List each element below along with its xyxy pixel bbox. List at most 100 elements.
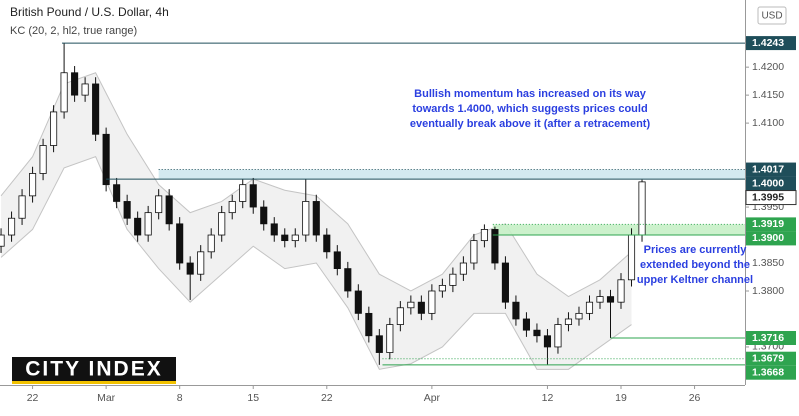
candle-body	[417, 301, 425, 314]
level-label-box	[746, 330, 796, 345]
x-tick-label: 22	[321, 392, 333, 404]
candle-body	[102, 133, 110, 186]
x-tick-label: Apr	[424, 392, 441, 404]
candle-body	[564, 318, 573, 325]
candle-body	[29, 173, 37, 197]
candle-body	[207, 234, 215, 253]
currency-label: USD	[761, 11, 782, 22]
candle-body	[596, 296, 604, 303]
candle-body	[438, 284, 446, 292]
annotation: Bullish momentum has increased on its wa…	[414, 88, 647, 100]
level-label-box	[746, 176, 796, 191]
candle-body	[249, 184, 257, 208]
candle-body	[533, 329, 541, 337]
candle-body	[396, 307, 404, 325]
y-tick-label: 1.3850	[752, 257, 784, 269]
candle-body	[165, 195, 173, 225]
level-label: 1.4017	[752, 163, 784, 175]
candle-body	[627, 234, 636, 281]
level-label: 1.3679	[752, 352, 784, 364]
candle-body	[123, 201, 131, 219]
y-tick-label: 1.4100	[752, 117, 784, 129]
candle-body	[81, 83, 89, 96]
zone	[492, 224, 745, 236]
level-label-box	[746, 162, 796, 177]
plot-area	[0, 43, 746, 370]
candle-body	[407, 301, 415, 309]
candle-body	[617, 279, 625, 303]
logo-underline	[12, 381, 176, 384]
candle-body	[270, 223, 278, 236]
candle-body	[386, 324, 394, 353]
level-label: 1.4000	[752, 177, 784, 189]
annotation: towards 1.4000, which suggests prices co…	[412, 103, 647, 115]
level-label-box	[745, 190, 797, 206]
candle-body	[134, 217, 142, 236]
candle-body	[365, 312, 373, 337]
candle-body	[281, 234, 289, 242]
candle-body	[501, 262, 509, 303]
candle-body	[470, 240, 478, 264]
level-label-box	[746, 231, 796, 246]
candle-body	[0, 234, 5, 247]
candle-body	[291, 234, 299, 242]
logo-box	[12, 357, 176, 384]
zone	[158, 169, 746, 180]
y-tick-label: 1.4200	[752, 61, 784, 73]
x-tick-label: Mar	[97, 392, 116, 404]
candle-body	[480, 229, 488, 242]
candle-body	[176, 223, 184, 264]
candle-body	[197, 251, 205, 275]
level-label-box	[746, 351, 796, 366]
annotation: Prices are currently	[644, 244, 748, 256]
x-tick-label: 15	[247, 392, 259, 404]
level-label: 1.3919	[752, 218, 784, 230]
annotation: eventually break above it (after a retra…	[410, 118, 651, 130]
candle-body	[155, 195, 163, 214]
candle-body	[218, 212, 226, 236]
level-label: 1.3900	[752, 232, 784, 244]
candle-body	[606, 296, 615, 303]
level-label-box	[746, 365, 796, 380]
candle-body	[228, 201, 236, 214]
candle-body	[302, 201, 310, 236]
candle-body	[323, 234, 331, 253]
chart-title: British Pound / U.S. Dollar, 4h	[10, 5, 169, 19]
candle-body	[522, 318, 530, 331]
candle-body	[144, 212, 152, 236]
candle-body	[491, 229, 499, 264]
candle-body	[312, 201, 320, 236]
candle-body	[239, 184, 247, 202]
candle-body	[18, 195, 26, 219]
candle-body	[92, 83, 100, 135]
candle-body	[186, 262, 194, 275]
candle-body	[8, 217, 16, 236]
candle-body	[113, 184, 121, 202]
x-tick-label: 12	[542, 392, 554, 404]
x-tick-label: 26	[689, 392, 701, 404]
candle-body	[585, 301, 594, 314]
level-label: 1.4243	[752, 37, 784, 49]
candle-body	[449, 273, 457, 286]
currency-box	[757, 6, 787, 25]
candle-body	[71, 72, 79, 96]
x-tick-label: 19	[615, 392, 627, 404]
candle-body	[260, 206, 268, 225]
x-tick-label: 8	[177, 392, 183, 404]
annotation: upper Keltner channel	[637, 274, 753, 286]
indicator-label: KC (20, 2, hl2, true range)	[10, 25, 137, 37]
x-tick-label: 22	[27, 392, 39, 404]
candle-body	[50, 111, 58, 146]
candle-body	[39, 145, 47, 174]
candle-body	[354, 290, 362, 314]
candle-body	[375, 335, 383, 353]
candle-body	[60, 72, 68, 113]
level-label-box	[746, 217, 796, 232]
annotation: extended beyond the	[640, 259, 750, 271]
candle-body	[638, 181, 646, 236]
level-label: 1.3995	[752, 191, 784, 203]
candle-body	[543, 335, 552, 348]
candle-body	[512, 301, 520, 320]
level-label-box	[746, 36, 796, 51]
